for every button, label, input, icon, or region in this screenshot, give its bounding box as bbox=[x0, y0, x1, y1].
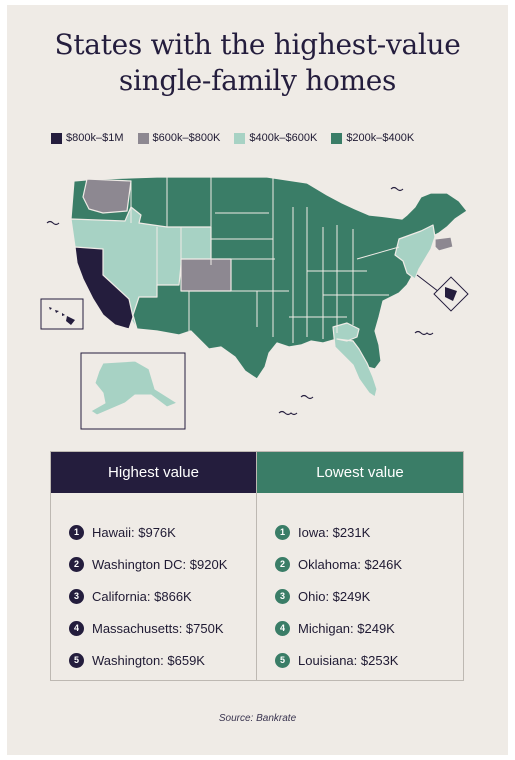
legend-swatch bbox=[51, 132, 62, 144]
lowest-value-column: Lowest value 1 Iowa: $231K 2 Oklahoma: $24… bbox=[257, 452, 463, 680]
legend-item-tier2: $600k–$800K bbox=[137, 132, 221, 144]
us-map bbox=[40, 176, 469, 430]
rank-badge: 1 bbox=[69, 524, 84, 540]
alaska-inset bbox=[80, 352, 186, 430]
legend-label: $400k–$600K bbox=[249, 132, 318, 144]
list-item: 1 Iowa: $231K bbox=[257, 516, 463, 548]
rank-badge: 2 bbox=[275, 556, 290, 572]
list-item: 5 Louisiana: $253K bbox=[257, 644, 463, 676]
map-legend: $800k–$1M $600k–$800K $400k–$600K $200k–… bbox=[51, 132, 414, 144]
rank-badge: 2 bbox=[69, 556, 84, 572]
page-title: States with the highest-value single-fam… bbox=[7, 27, 508, 99]
hawaii-inset bbox=[40, 298, 84, 330]
list-item-text: Michigan: $249K bbox=[298, 620, 395, 636]
rank-badge: 1 bbox=[275, 524, 290, 540]
list-item-text: California: $866K bbox=[92, 588, 192, 604]
list-item: 4 Michigan: $249K bbox=[257, 612, 463, 644]
legend-swatch bbox=[234, 132, 246, 144]
state-california bbox=[74, 246, 134, 330]
list-item: 5 Washington: $659K bbox=[51, 644, 256, 676]
infographic-card: States with the highest-value single-fam… bbox=[7, 5, 508, 755]
list-item-text: Oklahoma: $246K bbox=[298, 556, 403, 572]
lowest-value-header: Lowest value bbox=[257, 452, 463, 493]
rank-badge: 4 bbox=[275, 620, 290, 636]
dc-callout bbox=[416, 274, 469, 312]
region-southeast-tier3 bbox=[332, 322, 378, 398]
highest-value-header: Highest value bbox=[51, 452, 256, 493]
legend-swatch bbox=[137, 132, 149, 144]
list-item: 2 Oklahoma: $246K bbox=[257, 548, 463, 580]
list-item: 3 California: $866K bbox=[51, 580, 256, 612]
source-note: Source: Bankrate bbox=[218, 713, 297, 724]
rank-badge: 5 bbox=[275, 652, 290, 668]
legend-label: $600k–$800K bbox=[152, 132, 221, 144]
state-colorado bbox=[180, 258, 232, 292]
ranking-table: Highest value 1 Hawaii: $976K 2 Washington… bbox=[50, 451, 464, 681]
list-item-text: Iowa: $231K bbox=[298, 524, 371, 540]
list-item-text: Louisiana: $253K bbox=[298, 652, 399, 668]
rank-badge: 5 bbox=[69, 652, 84, 668]
highest-value-column: Highest value 1 Hawaii: $976K 2 Washington… bbox=[51, 452, 257, 680]
legend-label: $200k–$400K bbox=[346, 132, 415, 144]
legend-item-tier1: $800k–$1M bbox=[51, 132, 124, 144]
list-item: 4 Massachusetts: $750K bbox=[51, 612, 256, 644]
water-waves bbox=[46, 186, 434, 416]
legend-label: $800k–$1M bbox=[66, 132, 124, 144]
state-massachusetts bbox=[434, 236, 454, 252]
rank-badge: 4 bbox=[69, 620, 84, 636]
rank-badge: 3 bbox=[275, 588, 290, 604]
legend-swatch bbox=[331, 132, 343, 144]
list-item-text: Massachusetts: $750K bbox=[92, 620, 224, 636]
legend-item-tier4: $200k–$400K bbox=[331, 132, 414, 144]
list-item: 2 Washington DC: $920K bbox=[51, 548, 256, 580]
title-line-2: single-family homes bbox=[118, 64, 397, 97]
region-northeast-tier3 bbox=[394, 224, 436, 280]
legend-item-tier3: $400k–$600K bbox=[234, 132, 317, 144]
list-item: 1 Hawaii: $976K bbox=[51, 516, 256, 548]
list-item-text: Hawaii: $976K bbox=[92, 524, 176, 540]
list-item-text: Ohio: $249K bbox=[298, 588, 371, 604]
list-item-text: Washington: $659K bbox=[92, 652, 205, 668]
rank-badge: 3 bbox=[69, 588, 84, 604]
title-line-1: States with the highest-value bbox=[54, 28, 461, 61]
list-item: 3 Ohio: $249K bbox=[257, 580, 463, 612]
state-washington bbox=[82, 178, 132, 214]
list-item-text: Washington DC: $920K bbox=[92, 556, 228, 572]
